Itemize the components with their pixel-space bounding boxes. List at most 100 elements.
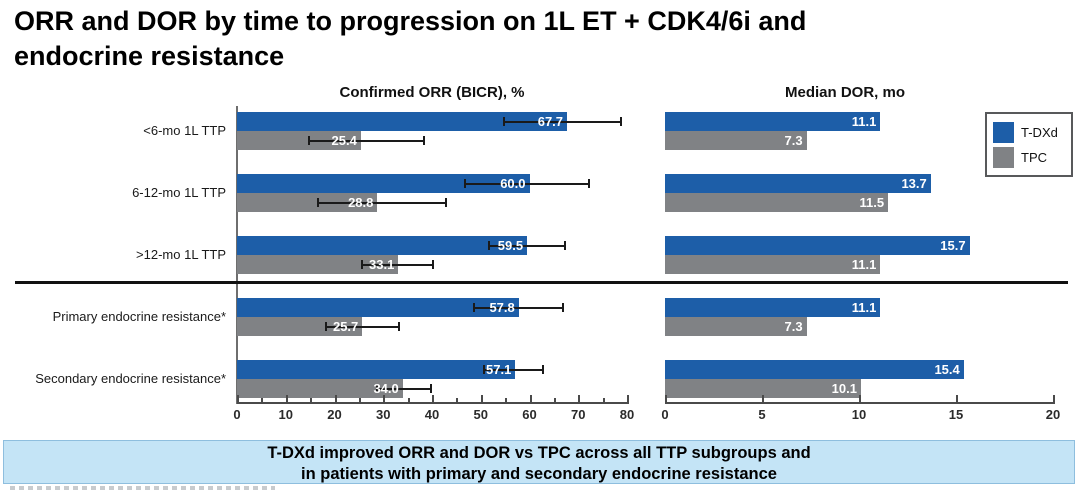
error-bar-cap: [463, 179, 466, 188]
bar-value-label: 11.1: [851, 257, 877, 272]
bar-tdxd: [665, 236, 970, 255]
bar-value-label: 57.1: [486, 362, 512, 377]
error-bar-cap: [564, 241, 567, 250]
axis-tick: [334, 395, 337, 402]
axis-minor-tick: [358, 398, 361, 402]
bar-tpc: [665, 131, 807, 150]
error-bar: [463, 182, 591, 185]
section-divider-line: [15, 281, 1068, 284]
axis-tick-label: 10: [278, 407, 293, 422]
legend-box: T-DXd TPC: [985, 112, 1073, 177]
axis-tick: [1053, 395, 1055, 402]
error-bar-cap: [430, 384, 432, 393]
error-bar-cap: [375, 384, 378, 393]
axis-tick-label: 60: [522, 407, 537, 422]
axis-tick: [627, 395, 629, 402]
axis-tick: [432, 395, 434, 402]
bar-value-label: 34.0: [373, 381, 399, 396]
bar-value-label: 7.3: [784, 319, 803, 334]
axis-minor-tick: [602, 398, 605, 402]
axis-tick-label: 0: [233, 407, 241, 422]
axis-tick: [383, 395, 386, 402]
conclusion-line2: in patients with primary and secondary e…: [301, 465, 777, 483]
legend-item-tdxd: T-DXd: [993, 120, 1065, 144]
error-bar-cap: [324, 322, 327, 331]
axis-tick: [578, 395, 581, 402]
category-label: Secondary endocrine resistance*: [35, 371, 226, 386]
axis-tick: [859, 395, 861, 402]
error-bar-cap: [488, 241, 491, 250]
bar-tdxd: [665, 174, 931, 193]
axis-tick: [665, 395, 667, 402]
error-bar-cap: [502, 117, 505, 126]
bar-tdxd: [237, 298, 519, 317]
bar-tpc: [665, 193, 889, 212]
conclusion-line1: T-DXd improved ORR and DOR vs TPC across…: [267, 444, 811, 462]
bar-value-label: 11.1: [851, 300, 877, 315]
error-bar-cap: [422, 136, 425, 145]
category-label: Primary endocrine resistance*: [52, 309, 226, 324]
legend-item-tpc: TPC: [993, 145, 1065, 169]
error-bar: [361, 263, 435, 266]
error-bar-cap: [317, 198, 320, 207]
axis-minor-tick: [310, 398, 313, 402]
error-bar: [324, 325, 401, 328]
axis-tick: [529, 395, 532, 402]
conclusion-banner: T-DXd improved ORR and DOR vs TPC across…: [3, 440, 1075, 484]
error-bar: [307, 139, 425, 142]
bar-value-label: 15.4: [934, 362, 960, 377]
error-bar-cap: [473, 303, 476, 312]
error-bar: [488, 244, 567, 247]
axis-tick: [762, 395, 764, 402]
legend-label-tdxd: T-DXd: [1021, 124, 1058, 140]
error-bar-cap: [361, 260, 364, 269]
error-bar-cap: [588, 179, 591, 188]
axis-minor-tick: [407, 398, 410, 402]
bar-tpc: [665, 255, 881, 274]
axis-tick-label: 20: [1045, 407, 1061, 422]
bar-value-label: 57.8: [489, 300, 515, 315]
page-title-line2: endocrine resistance: [14, 41, 285, 71]
axis-tick-label: 50: [473, 407, 488, 422]
bar-tdxd: [237, 112, 568, 131]
bar-value-label: 25.4: [331, 133, 357, 148]
bar-tdxd: [665, 112, 881, 131]
bar-value-label: 10.1: [831, 381, 857, 396]
bar-value-label: 25.7: [332, 319, 359, 334]
axis-minor-tick: [553, 398, 556, 402]
tdxd-color-swatch: [993, 121, 1014, 143]
axis-tick-label: 40: [424, 407, 440, 422]
orr-panel-title: Confirmed ORR (BICR), %: [339, 84, 525, 101]
axis-minor-tick: [261, 398, 264, 402]
bar-tpc: [237, 317, 363, 336]
error-bar-cap: [307, 136, 310, 145]
error-bar-cap: [542, 365, 545, 374]
bar-value-label: 7.3: [784, 133, 803, 148]
axis-minor-tick: [456, 398, 459, 402]
page-title-line1: ORR and DOR by time to progression on 1L…: [14, 6, 807, 36]
bar-value-label: 11.5: [859, 195, 885, 210]
bar-tpc: [237, 255, 399, 274]
bar-tpc: [665, 379, 861, 398]
bar-tdxd: [237, 360, 516, 379]
bar-value-label: 60.0: [500, 176, 526, 191]
error-bar-cap: [483, 365, 486, 374]
error-bar-cap: [444, 198, 447, 207]
error-bar: [473, 306, 564, 309]
category-label: 6-12-mo 1L TTP: [132, 185, 226, 200]
error-bar-cap: [432, 260, 435, 269]
page-title: ORR and DOR by time to progression on 1L…: [14, 4, 1064, 74]
axis-tick: [285, 395, 288, 402]
error-bar-cap: [620, 117, 623, 126]
axis-tick: [956, 395, 958, 402]
bar-value-label: 15.7: [940, 238, 966, 253]
bar-value-label: 28.8: [348, 195, 374, 210]
error-bar: [375, 387, 432, 390]
legend-label-tpc: TPC: [1021, 149, 1047, 165]
axis-tick-label: 20: [327, 407, 342, 422]
bar-tpc: [237, 193, 378, 212]
axis-tick-label: 70: [571, 407, 586, 422]
error-bar-cap: [398, 322, 401, 331]
bar-value-label: 13.7: [901, 176, 927, 191]
